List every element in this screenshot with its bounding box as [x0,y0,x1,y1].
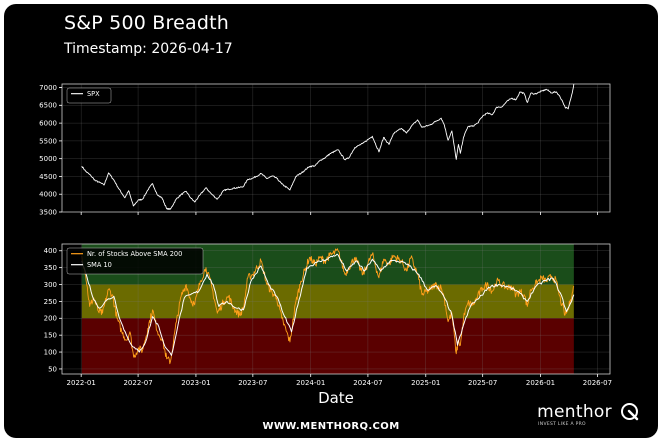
panel-2-ytick-label-150: 150 [44,332,57,340]
panel-2-xtick-label-2026-07: 2026-07 [583,379,612,387]
brand-block[interactable]: menthor INVEST LIKE A PRO [537,402,640,427]
panel-2-legend-box [66,247,204,275]
panel-1-ytick-label-4000: 4000 [39,191,57,199]
panel-1-ytick-label-5500: 5500 [39,137,57,145]
panel-1-ytick-label-4500: 4500 [39,173,57,181]
footer-url-link[interactable]: WWW.MENTHORQ.COM [262,421,400,432]
panel-2-xtick-label-2025-07: 2025-07 [468,379,497,387]
panel-1-ytick-label-6500: 6500 [39,102,57,110]
panel-2-ytick-label-400: 400 [44,247,57,255]
panel-1-frame [61,83,611,213]
brand-q-icon [621,403,639,421]
panel-2-ytick-label-250: 250 [44,298,57,306]
panel-1-ytick-label-3500: 3500 [39,208,57,216]
panel-2-xlabel: Date [318,389,354,407]
panel-2-xtick-label-2025-01: 2025-01 [411,379,440,387]
panel-1-ytick-label-7000: 7000 [39,84,57,92]
panel-1-legend-box [66,87,112,104]
panel-2-xtick-label-2026-01: 2026-01 [526,379,555,387]
panel-2-xtick-label-2024-07: 2024-07 [353,379,382,387]
brand-tagline: INVEST LIKE A PRO [538,421,586,427]
panel-2-series-2-line [81,253,575,356]
panel-1-series-1-line [81,84,575,211]
panel-2-xtick-label-2022-01: 2022-01 [67,379,96,387]
panel-2-zone-3 [81,318,574,374]
panel-2-ytick-label-50: 50 [48,365,57,373]
panel-2-legend-label-1: Nr. of Stocks Above SMA 200 [87,250,182,258]
panel-1-ytick-label-5000: 5000 [39,155,57,163]
panel-2-xtick-label-2024-01: 2024-01 [296,379,325,387]
panel-2-legend-label-2: SMA 10 [87,261,112,269]
panel-2-xtick-label-2023-01: 2023-01 [181,379,210,387]
chart-canvas: 3500 4000 4500 5000 5500 6000 6500 7000 SPX 50 100… [39,83,612,407]
panel-2-ytick-label-300: 300 [44,281,57,289]
panel-2-xtick-label-2022-07: 2022-07 [123,379,152,387]
page-title: S&P 500 Breadth [64,12,229,34]
panel-1-legend-label-1: SPX [87,90,100,98]
panel-2-xtick-label-2023-07: 2023-07 [238,379,267,387]
timestamp-label: Timestamp: 2026-04-17 [64,41,233,57]
panel-2-ytick-label-200: 200 [44,315,57,323]
chart-card: 3500 4000 4500 5000 5500 6000 6500 7000 SPX 50 100… [4,4,658,438]
brand-name: menthor [537,402,612,422]
panel-2-ytick-label-350: 350 [44,264,57,272]
panel-1-ytick-label-6000: 6000 [39,120,57,128]
panel-2-frame [61,243,611,375]
panel-2-ytick-label-100: 100 [44,348,57,356]
